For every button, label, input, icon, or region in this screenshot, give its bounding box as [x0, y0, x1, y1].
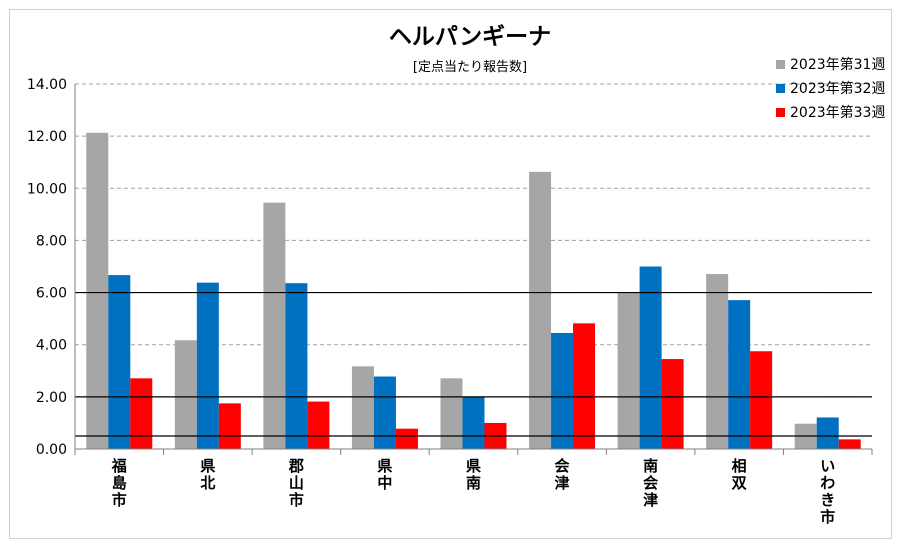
bar-1-2 — [174, 340, 197, 449]
legend-swatch-2 — [776, 84, 785, 93]
bar-3-7 — [661, 359, 684, 449]
x-category-label: 県南 — [466, 457, 481, 492]
x-category-label: 福島市 — [111, 457, 127, 509]
y-tick-label: 14.00 — [27, 77, 67, 93]
bar-2-5 — [462, 396, 485, 449]
legend-swatch-3 — [776, 108, 785, 117]
bar-2-6 — [551, 332, 574, 449]
reference-lines — [75, 291, 872, 437]
legend-label-1: 2023年第31週 — [790, 56, 885, 73]
bar-1-8 — [706, 274, 729, 449]
legend-label-2: 2023年第32週 — [790, 80, 885, 97]
bar-3-6 — [573, 323, 596, 449]
x-category-label: いわき市 — [820, 457, 835, 526]
bar-3-8 — [750, 351, 773, 449]
bar-3-3 — [307, 401, 330, 449]
y-tick-label: 2.00 — [36, 390, 67, 406]
y-tick-label: 4.00 — [36, 338, 67, 354]
legend: 2023年第31週 2023年第32週 2023年第33週 — [776, 56, 885, 121]
x-category-label: 県中 — [377, 457, 392, 492]
bar-1-6 — [529, 171, 552, 449]
bar-3-4 — [395, 428, 418, 449]
chart-frame: ヘルパンギーナ [定点当たり報告数] 0.00 2.00 4.00 6.00 8.00 1… — [9, 9, 892, 539]
y-tick-label: 12.00 — [27, 129, 67, 145]
bar-1-3 — [263, 202, 286, 449]
axes: 0.00 2.00 4.00 6.00 8.00 10.00 12.00 14.00 福島市 県北… — [27, 77, 873, 526]
x-category-label: 会津 — [555, 457, 570, 492]
y-tick-label: 0.00 — [36, 442, 67, 458]
y-tick-label: 8.00 — [36, 233, 67, 249]
x-category-label: 南会津 — [643, 457, 658, 509]
legend-label-3: 2023年第33週 — [790, 104, 885, 121]
chart-subtitle: [定点当たり報告数] — [413, 60, 527, 75]
bar-3-1 — [130, 378, 153, 449]
y-tick-label: 10.00 — [27, 181, 67, 197]
x-category-label: 県北 — [200, 457, 215, 492]
bar-2-8 — [728, 300, 751, 449]
bar-1-1 — [86, 132, 109, 449]
chart-title: ヘルパンギーナ — [389, 24, 551, 50]
bar-2-9 — [816, 417, 839, 449]
x-category-label: 郡山市 — [288, 457, 304, 509]
bar-1-4 — [351, 366, 374, 449]
bar-1-5 — [440, 378, 463, 449]
bar-2-3 — [285, 283, 308, 449]
x-category-label: 相双 — [732, 457, 747, 492]
y-tick-label: 6.00 — [36, 286, 67, 302]
bar-2-7 — [639, 266, 662, 449]
bar-2-4 — [373, 376, 396, 449]
bar-3-9 — [838, 439, 861, 449]
bar-3-2 — [218, 403, 241, 449]
legend-swatch-1 — [776, 60, 785, 69]
bars — [86, 132, 861, 449]
bar-1-7 — [617, 292, 640, 449]
chart-svg: ヘルパンギーナ [定点当たり報告数] 0.00 2.00 4.00 6.00 8.00 1… — [27, 24, 886, 526]
bar-2-2 — [196, 282, 219, 449]
bar-2-1 — [108, 275, 131, 449]
